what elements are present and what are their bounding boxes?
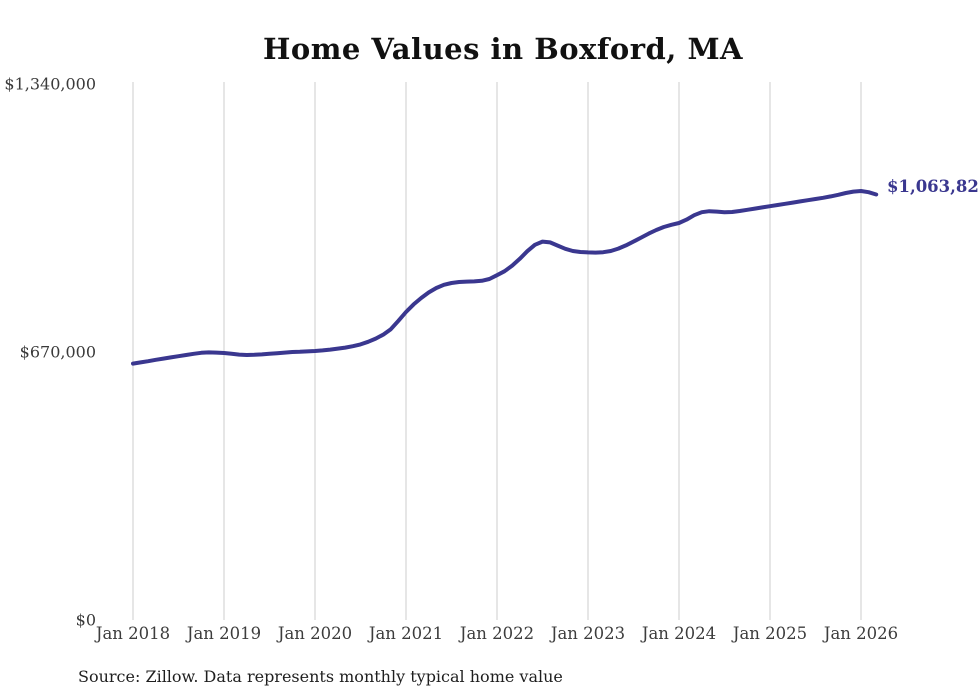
y-axis-label-mid: $670,000 xyxy=(19,342,96,362)
latest-value-label: $1,063,822 xyxy=(887,177,980,196)
y-axis-label-zero: $0 xyxy=(75,610,96,630)
y-axis-label-max: $1,340,000 xyxy=(4,74,96,94)
source-note: Source: Zillow. Data represents monthly … xyxy=(78,667,563,686)
value-line xyxy=(131,189,879,366)
chart-title: Home Values in Boxford, MA xyxy=(262,32,744,66)
